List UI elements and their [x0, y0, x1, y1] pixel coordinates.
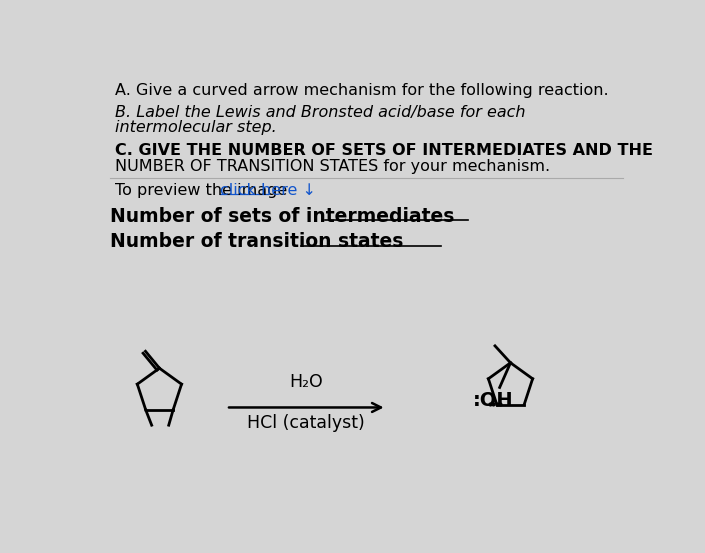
- Text: H₂O: H₂O: [290, 373, 323, 390]
- Text: To preview the image: To preview the image: [115, 184, 293, 199]
- Text: :OH: :OH: [473, 390, 514, 410]
- Text: intermolecular step.: intermolecular step.: [115, 120, 277, 135]
- Text: B. Label the Lewis and Bronsted acid/base for each: B. Label the Lewis and Bronsted acid/bas…: [115, 105, 526, 120]
- Text: C. GIVE THE NUMBER OF SETS OF INTERMEDIATES AND THE: C. GIVE THE NUMBER OF SETS OF INTERMEDIA…: [115, 143, 654, 158]
- Text: A. Give a curved arrow mechanism for the following reaction.: A. Give a curved arrow mechanism for the…: [115, 84, 609, 98]
- Text: click here ↓: click here ↓: [220, 184, 316, 199]
- Text: HCl (catalyst): HCl (catalyst): [247, 414, 365, 432]
- Text: NUMBER OF TRANSITION STATES for your mechanism.: NUMBER OF TRANSITION STATES for your mec…: [115, 159, 551, 174]
- Text: Number of transition states: Number of transition states: [110, 232, 403, 251]
- Text: Number of sets of intermediates: Number of sets of intermediates: [110, 206, 454, 226]
